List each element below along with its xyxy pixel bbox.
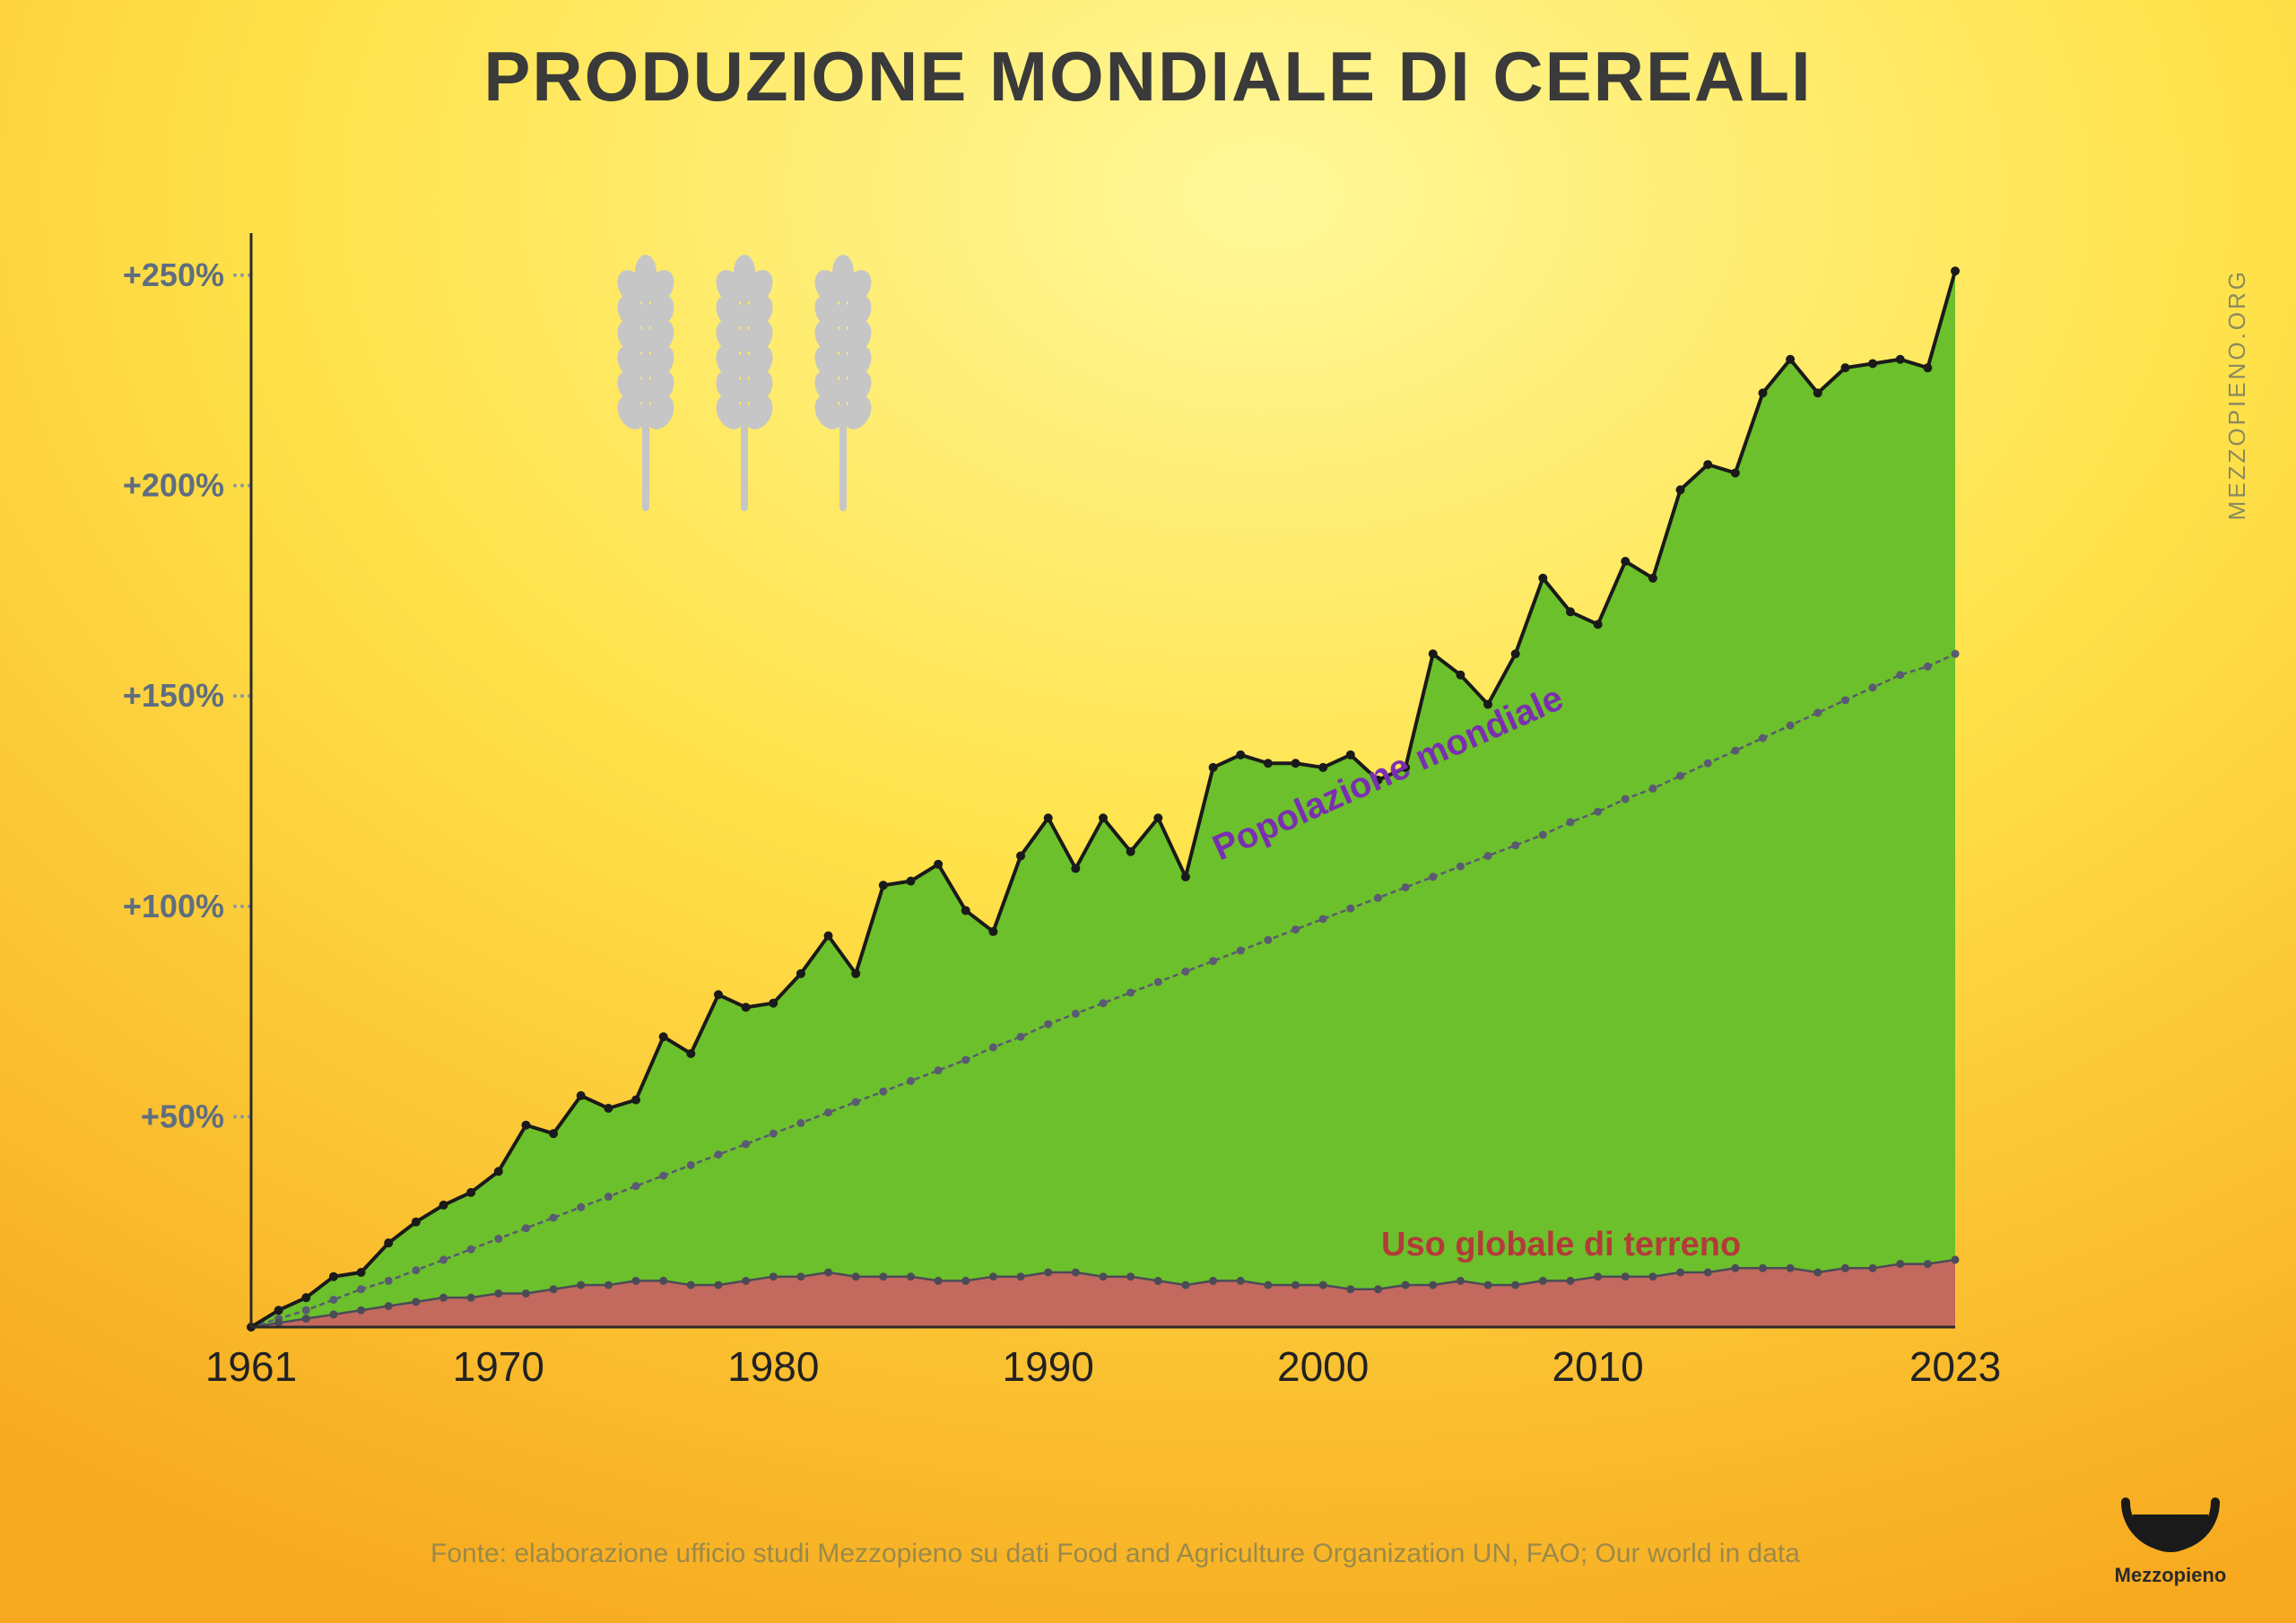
- y-axis-labels: +50% +100% +150% +200% +250%: [123, 256, 224, 1134]
- svg-text:+100%: +100%: [123, 888, 224, 924]
- footer-source: Fonte: elaborazione ufficio studi Mezzop…: [430, 1539, 1800, 1569]
- svg-text:2000: 2000: [1277, 1343, 1369, 1390]
- svg-text:1970: 1970: [453, 1343, 544, 1390]
- svg-text:Uso globale di terreno: Uso globale di terreno: [1381, 1226, 1741, 1263]
- mezzopieno-logo: Mezzopieno: [2108, 1475, 2233, 1587]
- chart-title: PRODUZIONE MONDIALE DI CEREALI: [0, 36, 2296, 117]
- svg-text:1990: 1990: [1003, 1343, 1094, 1390]
- logo-label: Mezzopieno: [2108, 1564, 2233, 1587]
- svg-text:+200%: +200%: [123, 467, 224, 504]
- svg-text:2010: 2010: [1552, 1343, 1643, 1390]
- production-area: [251, 271, 1955, 1327]
- y-tick-dots: [233, 273, 251, 1118]
- wheat-icon: [612, 255, 877, 511]
- svg-text:+50%: +50%: [141, 1098, 224, 1134]
- svg-text:1961: 1961: [205, 1343, 297, 1390]
- svg-text:2023: 2023: [1909, 1343, 2001, 1390]
- source-url: MEZZOPIENO.ORG: [2223, 269, 2251, 520]
- svg-text:1980: 1980: [727, 1343, 819, 1390]
- svg-text:+250%: +250%: [123, 256, 224, 293]
- chart-plot: 1961197019801990200020102023 +50%+100%+1…: [108, 215, 1991, 1417]
- infographic-canvas: PRODUZIONE MONDIALE DI CEREALI MEZZOPIEN…: [0, 0, 2296, 1623]
- svg-text:+150%: +150%: [123, 677, 224, 714]
- x-axis-labels: 1961 1970 1980 1990 2000 2010 2023: [205, 1343, 2001, 1390]
